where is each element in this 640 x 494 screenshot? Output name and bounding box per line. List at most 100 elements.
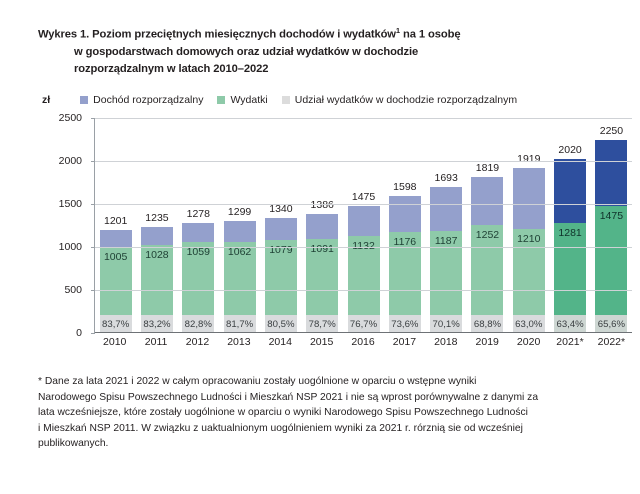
bar-segment-income[interactable] xyxy=(306,213,339,240)
bar-segment-expense[interactable]: 1176 73,6% xyxy=(388,231,421,333)
legend-item-expense[interactable]: Wydatki xyxy=(217,94,268,106)
bar-column[interactable]: 1386109178,7% xyxy=(302,118,343,333)
bar-share-band[interactable]: 82,8% xyxy=(182,315,215,333)
x-axis-tick-label: 2019 xyxy=(475,336,499,348)
x-axis-tick-label: 2010 xyxy=(103,336,127,348)
bar-expense-value-label: 1187 xyxy=(434,234,458,247)
bar-share-band[interactable]: 80,5% xyxy=(264,315,297,333)
bar-segment-expense[interactable]: 1079 80,5% xyxy=(264,240,297,333)
bar-column[interactable]: 1278 1059 82,8% xyxy=(178,118,219,333)
bar-segment-expense[interactable]: 1252 68,8% xyxy=(471,225,504,333)
bar-stack[interactable]: 1091 78,7% xyxy=(306,213,339,333)
bar-segment-expense[interactable]: 1475 65,6% xyxy=(595,206,628,333)
bar-expense-value-label: 1475 xyxy=(599,210,624,223)
bar-share-band[interactable]: 63,0% xyxy=(512,315,545,333)
bar-stack[interactable]: 1176 73,6% xyxy=(388,195,421,333)
legend-item-income[interactable]: Dochód rozporządzalny xyxy=(80,94,203,106)
bar-share-band[interactable]: 65,6% xyxy=(595,315,628,333)
bar-income-value-label: 1475 xyxy=(351,191,376,204)
bar-stack[interactable]: 1475 65,6% xyxy=(595,139,628,333)
bar-segment-income[interactable] xyxy=(182,223,215,242)
bar-segment-income[interactable] xyxy=(99,229,132,247)
bar-share-band[interactable]: 70,1% xyxy=(430,315,463,333)
footnote-line-1: * Dane za lata 2021 i 2022 w całym oprac… xyxy=(38,376,477,387)
bar-stack[interactable]: 1059 82,8% xyxy=(182,223,215,333)
bar-expense-value-label: 1210 xyxy=(517,232,541,245)
bar-column[interactable]: 1201 1005 83,7% xyxy=(95,118,136,333)
x-axis-tick-label: 2012 xyxy=(185,336,210,348)
y-axis-tick-label: 500 xyxy=(64,284,82,296)
bar-income-value-label: 1819 xyxy=(475,161,500,174)
bar-segment-income[interactable] xyxy=(595,139,628,207)
bar-column[interactable]: 1340 1079 80,5% xyxy=(260,118,301,333)
legend-label-income: Dochód rozporządzalny xyxy=(93,94,204,106)
y-axis-tick xyxy=(91,161,95,162)
bar-column[interactable]: 1919 1210 63,0% xyxy=(508,118,549,333)
bar-column[interactable]: 1693 1187 70,1% xyxy=(426,118,467,333)
bar-income-value-label: 1201 xyxy=(103,214,128,227)
bar-segment-income[interactable] xyxy=(140,226,173,245)
x-axis-tick-label: 2011 xyxy=(144,336,168,348)
chart-legend: zł Dochód rozporządzalny Wydatki Udział … xyxy=(42,94,531,106)
bar-income-value-label: 1235 xyxy=(145,211,169,224)
bar-segment-income[interactable] xyxy=(264,217,297,241)
bar-share-value-label: 63,4% xyxy=(556,318,584,330)
bar-segment-expense[interactable]: 1091 78,7% xyxy=(306,239,339,333)
bar-segment-income[interactable] xyxy=(554,159,587,223)
bar-expense-value-label: 1132 xyxy=(352,239,375,252)
bar-column[interactable]: 2250 1475 65,6% xyxy=(591,118,632,333)
legend-label-expense: Wydatki xyxy=(230,94,268,106)
bar-stack[interactable]: 1079 80,5% xyxy=(264,217,297,333)
bar-share-band[interactable]: 83,7% xyxy=(99,315,132,333)
bar-stack[interactable]: 1187 70,1% xyxy=(430,187,463,333)
bar-share-band[interactable]: 78,7% xyxy=(306,315,339,333)
footnote-line-3: lata wcześniejsze, które zostały uogólni… xyxy=(38,407,528,419)
bar-share-band[interactable]: 63,4% xyxy=(554,315,587,333)
y-axis-tick-label: 1500 xyxy=(58,198,82,210)
bar-segment-income[interactable] xyxy=(471,176,504,226)
bar-segment-income[interactable] xyxy=(347,206,380,236)
title-text-1-tail: na 1 osobę xyxy=(400,28,461,41)
bar-stack[interactable]: 1028 83,2% xyxy=(140,226,173,333)
bar-share-value-label: 65,6% xyxy=(597,318,625,330)
bar-expense-value-label: 1281 xyxy=(558,226,582,239)
bar-share-band[interactable]: 76,7% xyxy=(347,315,380,333)
footnote-line-4: i Mieszkań NSP 2011. W związku z uaktual… xyxy=(38,422,523,434)
bar-segment-expense[interactable]: 1028 83,2% xyxy=(140,244,173,333)
bar-share-band[interactable]: 81,7% xyxy=(223,315,256,333)
bar-share-value-label: 81,7% xyxy=(225,318,254,330)
bar-income-value-label: 1693 xyxy=(434,172,458,185)
bar-segment-income[interactable] xyxy=(512,167,545,229)
bar-column[interactable]: 1299 1062 81,7% xyxy=(219,118,260,333)
bar-segment-expense[interactable]: 1281 63,4% xyxy=(554,222,587,333)
bar-share-band[interactable]: 73,6% xyxy=(388,315,421,333)
bar-stack[interactable]: 1281 63,4% xyxy=(554,159,587,333)
bar-segment-income[interactable] xyxy=(430,187,463,231)
bar-stack[interactable]: 1132 76,7% xyxy=(347,206,380,333)
title-text-1: Wykres 1. Poziom przeciętnych miesięczny… xyxy=(38,28,396,41)
bar-stack[interactable]: 1005 83,7% xyxy=(99,229,132,333)
bar-income-value-label: 1340 xyxy=(269,202,293,215)
bar-column[interactable]: 1235 1028 83,2% xyxy=(136,118,177,333)
bar-share-band[interactable]: 68,8% xyxy=(471,315,504,333)
bar-share-value-label: 80,5% xyxy=(267,318,295,330)
bar-segment-expense[interactable]: 1062 81,7% xyxy=(223,241,256,333)
bar-column[interactable]: 1819 1252 68,8% xyxy=(467,118,508,333)
bar-segment-expense[interactable]: 1005 83,7% xyxy=(99,246,132,333)
bar-stack[interactable]: 1062 81,7% xyxy=(223,221,256,333)
chart-footnote: * Dane za lata 2021 i 2022 w całym oprac… xyxy=(38,374,628,452)
bar-stack[interactable]: 1210 63,0% xyxy=(512,167,545,333)
bar-segment-income[interactable] xyxy=(388,195,421,232)
bar-share-value-label: 82,8% xyxy=(184,318,212,330)
bar-column[interactable]: 1475 1132 76,7% xyxy=(343,118,384,333)
bar-column[interactable]: 1598 1176 73,6% xyxy=(384,118,425,333)
bar-segment-expense[interactable]: 1132 76,7% xyxy=(347,235,380,333)
legend-item-share[interactable]: Udział wydatków w dochodzie rozporządzal… xyxy=(281,94,517,106)
bar-stack[interactable]: 1252 68,8% xyxy=(471,176,504,333)
bar-segment-expense[interactable]: 1059 82,8% xyxy=(182,241,215,333)
bar-segment-expense[interactable]: 1210 63,0% xyxy=(512,228,545,333)
y-axis-tick-label: 2000 xyxy=(58,155,82,167)
bar-share-band[interactable]: 83,2% xyxy=(140,315,173,333)
bar-segment-income[interactable] xyxy=(223,221,256,242)
bar-column[interactable]: 2020 1281 63,4% xyxy=(549,118,590,333)
